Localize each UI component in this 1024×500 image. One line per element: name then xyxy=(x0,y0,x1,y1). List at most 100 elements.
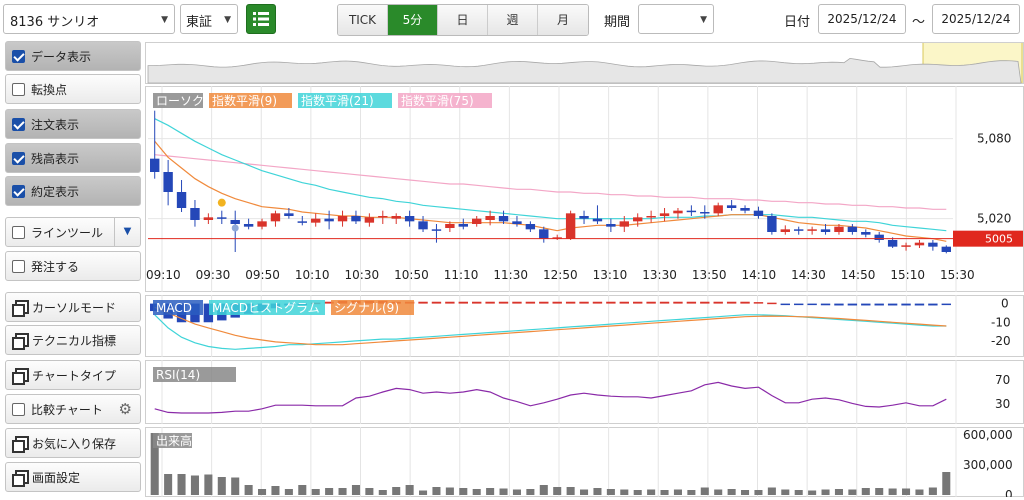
chart-area[interactable]: 09:10 09:30 09:50 10:10 10:30 10:50 11:10 11:30… xyxy=(145,40,1024,500)
checkbox-icon[interactable] xyxy=(12,259,25,273)
sidebar-item-cursor-mode[interactable]: カーソルモード xyxy=(5,292,141,322)
symbol-select[interactable]: 8136 サンリオ ▼ xyxy=(3,4,175,34)
candle-body xyxy=(565,213,576,239)
sidebar-item-screen-settings[interactable]: 画面設定 xyxy=(5,462,141,492)
rsi-tick-label: 70 xyxy=(995,373,1010,387)
rsi-pane xyxy=(145,360,1024,424)
list-icon xyxy=(253,12,269,26)
volume-bar xyxy=(325,488,334,495)
sidebar-item-execution-display[interactable]: 約定表示 xyxy=(5,176,141,206)
list-view-button[interactable] xyxy=(246,4,276,34)
sidebar-item-turning-point[interactable]: 転換点 xyxy=(5,74,141,104)
volume-bar xyxy=(781,489,790,495)
chevron-down-icon: ▼ xyxy=(700,15,707,25)
macd-histogram-bar xyxy=(458,301,468,304)
time-tick-label: 12:50 xyxy=(543,268,578,282)
checkbox-checked-icon[interactable] xyxy=(12,49,25,63)
date-from-input[interactable]: 2025/12/24 xyxy=(818,4,906,34)
macd-histogram-bar xyxy=(606,301,616,304)
macd-histogram-bar xyxy=(659,301,670,304)
sidebar-item-technical-indicators[interactable]: テクニカル指標 xyxy=(5,325,141,355)
sidebar-item-data-display[interactable]: データ表示 xyxy=(5,41,141,71)
candle-body xyxy=(378,216,388,218)
candle-body xyxy=(552,237,562,239)
tab-tick[interactable]: TICK xyxy=(338,5,388,35)
time-tick-label: 15:10 xyxy=(890,268,925,282)
macd-histogram-bar xyxy=(700,301,710,304)
volume-bar xyxy=(405,485,414,495)
checkbox-icon[interactable] xyxy=(12,82,25,96)
chevron-down-icon[interactable]: ▼ xyxy=(114,218,140,246)
checkbox-icon[interactable] xyxy=(12,402,25,416)
price-legend-0: ローソク xyxy=(156,94,204,108)
market-select[interactable]: 東証 ▼ xyxy=(180,4,238,34)
candle-body xyxy=(941,246,951,252)
candle-body xyxy=(230,220,240,224)
volume-bar xyxy=(942,472,951,495)
candle-body xyxy=(176,192,187,208)
macd-histogram-bar xyxy=(203,303,214,323)
sidebar-item-line-tool[interactable]: ラインツール ▼ xyxy=(5,217,141,247)
sidebar-item-save-favorite[interactable]: お気に入り保存 xyxy=(5,428,141,458)
ema21-line xyxy=(154,118,947,232)
volume-bar xyxy=(271,486,280,495)
date-to-input[interactable]: 2025/12/24 xyxy=(932,4,1020,34)
sidebar-item-compare-chart[interactable]: 比較チャート ⚙ xyxy=(5,394,141,424)
volume-bar xyxy=(311,489,320,495)
chart-canvas[interactable]: 09:10 09:30 09:50 10:10 10:30 10:50 11:10 11:30… xyxy=(145,40,1024,500)
period-select[interactable]: ▼ xyxy=(638,4,714,34)
window-icon xyxy=(12,470,29,487)
sidebar-item-order-display[interactable]: 注文表示 xyxy=(5,109,141,139)
macd-legend-1: MACDヒストグラム xyxy=(212,301,320,315)
macd-histogram-bar xyxy=(928,303,938,306)
volume-bar xyxy=(365,488,374,495)
checkbox-icon[interactable] xyxy=(12,225,25,239)
volume-tick-label: 300,000 xyxy=(963,458,1013,472)
tab-month[interactable]: 月 xyxy=(538,5,588,35)
gear-icon[interactable]: ⚙ xyxy=(118,400,132,418)
candle-body xyxy=(364,217,375,223)
candle-body xyxy=(203,217,214,220)
date-label: 日付 xyxy=(784,15,811,30)
macd-histogram-bar xyxy=(780,303,790,306)
price-tick-label: 5,020 xyxy=(977,212,1011,226)
candle-body xyxy=(525,224,536,230)
ema75-line xyxy=(154,154,947,210)
tab-day[interactable]: 日 xyxy=(438,5,488,35)
tab-week[interactable]: 週 xyxy=(488,5,538,35)
macd-histogram-bar xyxy=(713,301,723,304)
volume-bar xyxy=(660,490,669,495)
checkbox-checked-icon[interactable] xyxy=(12,117,25,131)
candle-body xyxy=(646,216,656,218)
macd-line xyxy=(154,314,947,350)
volume-bar xyxy=(432,487,441,495)
candle-body xyxy=(539,229,549,239)
sidebar-item-label: 画面設定 xyxy=(32,470,81,485)
chevron-down-icon: ▼ xyxy=(224,15,231,25)
checkbox-checked-icon[interactable] xyxy=(12,184,25,198)
checkbox-checked-icon[interactable] xyxy=(12,151,25,165)
candle-body xyxy=(820,229,831,232)
volume-bar xyxy=(204,474,213,495)
sidebar-item-place-order[interactable]: 発注する xyxy=(5,251,141,281)
candle-body xyxy=(404,216,415,222)
candle-body xyxy=(606,224,616,227)
tab-5min[interactable]: 5分 xyxy=(388,5,438,35)
current-price-tag xyxy=(953,230,1023,247)
price-legend-3: 指数平滑(75) xyxy=(401,93,474,108)
candle-body xyxy=(485,216,495,220)
time-tick-label: 14:30 xyxy=(791,268,826,282)
sidebar-item-balance-display[interactable]: 残高表示 xyxy=(5,143,141,173)
volume-bar xyxy=(338,488,347,495)
volume-bar xyxy=(298,485,307,495)
macd-histogram-bar xyxy=(512,301,522,304)
time-tick-label: 11:10 xyxy=(444,268,479,282)
sidebar-item-chart-type[interactable]: チャートタイプ xyxy=(5,360,141,390)
sidebar-item-label: 約定表示 xyxy=(31,184,80,199)
volume-bar xyxy=(566,487,575,495)
volume-bar xyxy=(754,490,763,495)
macd-histogram-bar xyxy=(633,301,643,304)
candle-body xyxy=(794,229,804,231)
volume-bar xyxy=(392,487,401,495)
volume-bar xyxy=(727,489,736,495)
